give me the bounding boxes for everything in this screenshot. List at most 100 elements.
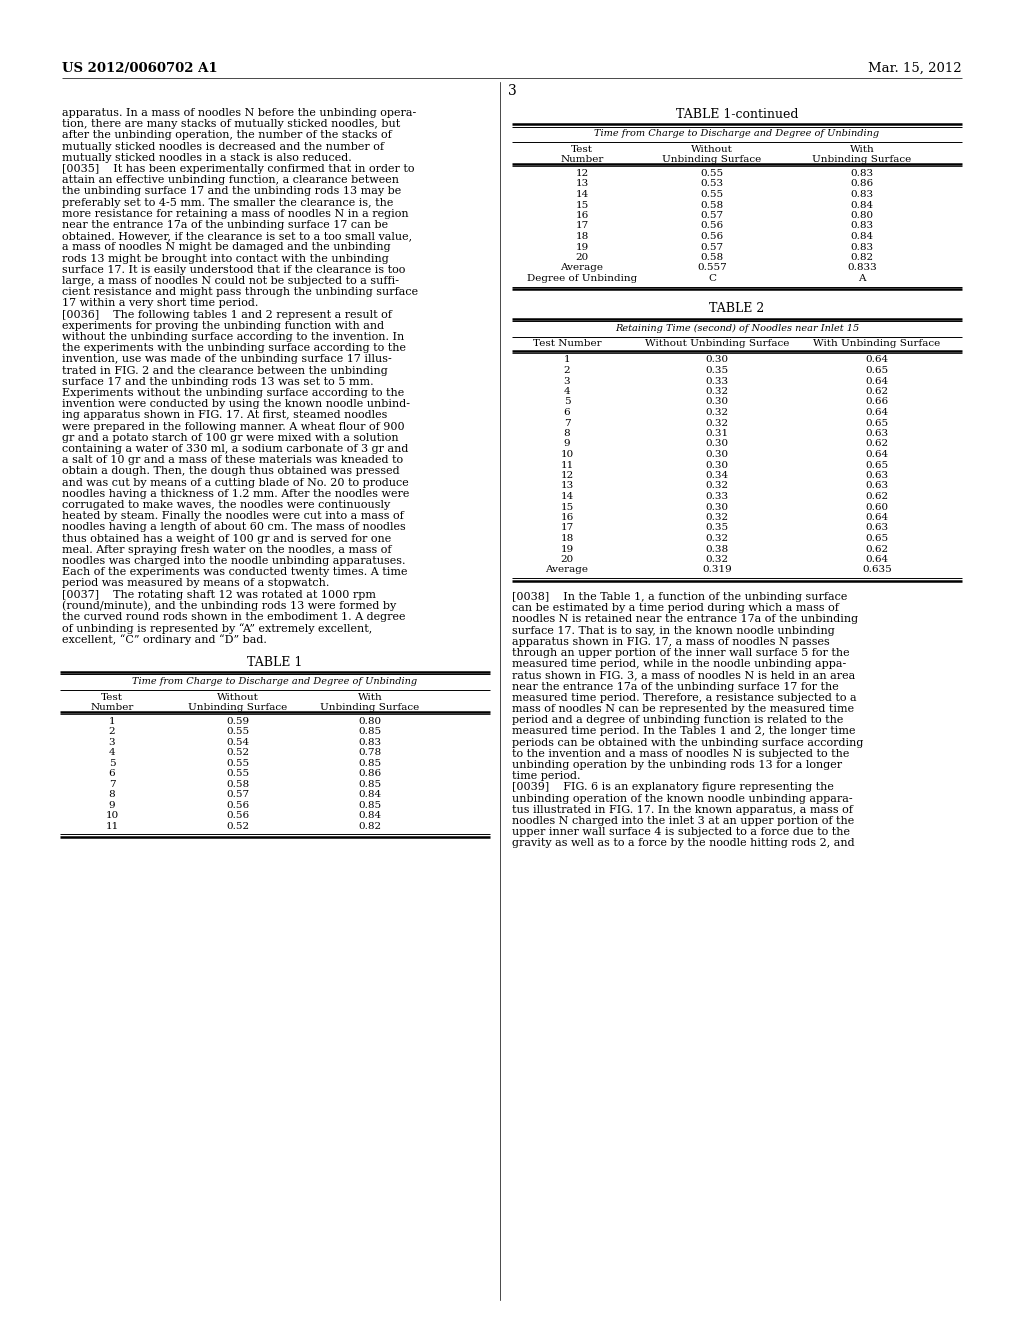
Text: 20: 20 (560, 554, 573, 564)
Text: 15: 15 (575, 201, 589, 210)
Text: 0.63: 0.63 (865, 482, 889, 491)
Text: 0.56: 0.56 (226, 810, 250, 820)
Text: 6: 6 (563, 408, 570, 417)
Text: 17 within a very short time period.: 17 within a very short time period. (62, 298, 258, 309)
Text: 0.32: 0.32 (706, 408, 728, 417)
Text: large, a mass of noodles N could not be subjected to a suffi-: large, a mass of noodles N could not be … (62, 276, 399, 286)
Text: 0.30: 0.30 (706, 450, 728, 459)
Text: 0.32: 0.32 (706, 482, 728, 491)
Text: noodles N charged into the inlet 3 at an upper portion of the: noodles N charged into the inlet 3 at an… (512, 816, 854, 826)
Text: unbinding operation of the known noodle unbinding appara-: unbinding operation of the known noodle … (512, 793, 853, 804)
Text: to the invention and a mass of noodles N is subjected to the: to the invention and a mass of noodles N… (512, 748, 849, 759)
Text: Average: Average (546, 565, 589, 574)
Text: invention, use was made of the unbinding surface 17 illus-: invention, use was made of the unbinding… (62, 354, 392, 364)
Text: thus obtained has a weight of 100 gr and is served for one: thus obtained has a weight of 100 gr and… (62, 533, 391, 544)
Text: 2: 2 (563, 366, 570, 375)
Text: 0.54: 0.54 (226, 738, 250, 747)
Text: 0.83: 0.83 (851, 190, 873, 199)
Text: 0.86: 0.86 (358, 770, 382, 777)
Text: noodles N is retained near the entrance 17a of the unbinding: noodles N is retained near the entrance … (512, 614, 858, 624)
Text: 12: 12 (575, 169, 589, 178)
Text: periods can be obtained with the unbinding surface according: periods can be obtained with the unbindi… (512, 738, 863, 747)
Text: 0.52: 0.52 (226, 821, 250, 830)
Text: C: C (708, 275, 716, 282)
Text: With
Unbinding Surface: With Unbinding Surface (321, 693, 420, 711)
Text: period and a degree of unbinding function is related to the: period and a degree of unbinding functio… (512, 715, 844, 725)
Text: the curved round rods shown in the embodiment 1. A degree: the curved round rods shown in the embod… (62, 612, 406, 622)
Text: 0.66: 0.66 (865, 397, 889, 407)
Text: (round/minute), and the unbinding rods 13 were formed by: (round/minute), and the unbinding rods 1… (62, 601, 396, 611)
Text: 0.33: 0.33 (706, 492, 728, 502)
Text: 0.57: 0.57 (226, 791, 250, 799)
Text: without the unbinding surface according to the invention. In: without the unbinding surface according … (62, 333, 404, 342)
Text: 0.63: 0.63 (865, 429, 889, 438)
Text: 3: 3 (109, 738, 116, 747)
Text: With
Unbinding Surface: With Unbinding Surface (812, 145, 911, 165)
Text: 0.83: 0.83 (851, 222, 873, 231)
Text: a mass of noodles N might be damaged and the unbinding: a mass of noodles N might be damaged and… (62, 243, 390, 252)
Text: 0.833: 0.833 (847, 264, 877, 272)
Text: heated by steam. Finally the noodles were cut into a mass of: heated by steam. Finally the noodles wer… (62, 511, 403, 521)
Text: 0.65: 0.65 (865, 418, 889, 428)
Text: 20: 20 (575, 253, 589, 261)
Text: 1: 1 (563, 355, 570, 364)
Text: 0.55: 0.55 (700, 169, 724, 178)
Text: 4: 4 (109, 748, 116, 758)
Text: noodles having a thickness of 1.2 mm. After the noodles were: noodles having a thickness of 1.2 mm. Af… (62, 488, 410, 499)
Text: 4: 4 (563, 387, 570, 396)
Text: 8: 8 (563, 429, 570, 438)
Text: 0.64: 0.64 (865, 355, 889, 364)
Text: 9: 9 (563, 440, 570, 449)
Text: 7: 7 (563, 418, 570, 428)
Text: 0.57: 0.57 (700, 243, 724, 252)
Text: 0.32: 0.32 (706, 554, 728, 564)
Text: upper inner wall surface 4 is subjected to a force due to the: upper inner wall surface 4 is subjected … (512, 828, 850, 837)
Text: unbinding operation by the unbinding rods 13 for a longer: unbinding operation by the unbinding rod… (512, 760, 842, 770)
Text: 0.32: 0.32 (706, 513, 728, 521)
Text: 0.83: 0.83 (851, 169, 873, 178)
Text: 3: 3 (508, 84, 516, 98)
Text: the experiments with the unbinding surface according to the: the experiments with the unbinding surfa… (62, 343, 406, 354)
Text: 17: 17 (575, 222, 589, 231)
Text: [0038]    In the Table 1, a function of the unbinding surface: [0038] In the Table 1, a function of the… (512, 591, 848, 602)
Text: [0037]    The rotating shaft 12 was rotated at 1000 rpm: [0037] The rotating shaft 12 was rotated… (62, 590, 376, 599)
Text: 0.78: 0.78 (358, 748, 382, 758)
Text: A: A (858, 275, 865, 282)
Text: Retaining Time (second) of Noodles near Inlet 15: Retaining Time (second) of Noodles near … (614, 323, 859, 333)
Text: 0.65: 0.65 (865, 366, 889, 375)
Text: [0039]    FIG. 6 is an explanatory figure representing the: [0039] FIG. 6 is an explanatory figure r… (512, 783, 834, 792)
Text: 0.82: 0.82 (358, 821, 382, 830)
Text: 16: 16 (575, 211, 589, 220)
Text: the unbinding surface 17 and the unbinding rods 13 may be: the unbinding surface 17 and the unbindi… (62, 186, 401, 197)
Text: 0.64: 0.64 (865, 450, 889, 459)
Text: 0.30: 0.30 (706, 355, 728, 364)
Text: 17: 17 (560, 524, 573, 532)
Text: mutually sticked noodles is decreased and the number of: mutually sticked noodles is decreased an… (62, 141, 384, 152)
Text: mass of noodles N can be represented by the measured time: mass of noodles N can be represented by … (512, 704, 854, 714)
Text: 11: 11 (105, 821, 119, 830)
Text: 0.30: 0.30 (706, 440, 728, 449)
Text: 8: 8 (109, 791, 116, 799)
Text: 0.82: 0.82 (851, 253, 873, 261)
Text: 18: 18 (560, 535, 573, 543)
Text: meal. After spraying fresh water on the noodles, a mass of: meal. After spraying fresh water on the … (62, 545, 391, 554)
Text: apparatus shown in FIG. 17, a mass of noodles N passes: apparatus shown in FIG. 17, a mass of no… (512, 636, 829, 647)
Text: US 2012/0060702 A1: US 2012/0060702 A1 (62, 62, 218, 75)
Text: 0.85: 0.85 (358, 727, 382, 737)
Text: surface 17. That is to say, in the known noodle unbinding: surface 17. That is to say, in the known… (512, 626, 835, 636)
Text: 2: 2 (109, 727, 116, 737)
Text: 0.32: 0.32 (706, 418, 728, 428)
Text: 12: 12 (560, 471, 573, 480)
Text: [0036]    The following tables 1 and 2 represent a result of: [0036] The following tables 1 and 2 repr… (62, 310, 392, 319)
Text: 0.31: 0.31 (706, 429, 728, 438)
Text: 0.80: 0.80 (358, 717, 382, 726)
Text: experiments for proving the unbinding function with and: experiments for proving the unbinding fu… (62, 321, 384, 331)
Text: measured time period. Therefore, a resistance subjected to a: measured time period. Therefore, a resis… (512, 693, 857, 702)
Text: 9: 9 (109, 801, 116, 809)
Text: TABLE 2: TABLE 2 (710, 302, 765, 315)
Text: near the entrance 17a of the unbinding surface 17 for the: near the entrance 17a of the unbinding s… (512, 681, 839, 692)
Text: 0.58: 0.58 (700, 253, 724, 261)
Text: obtain a dough. Then, the dough thus obtained was pressed: obtain a dough. Then, the dough thus obt… (62, 466, 399, 477)
Text: Time from Charge to Discharge and Degree of Unbinding: Time from Charge to Discharge and Degree… (595, 129, 880, 139)
Text: 0.62: 0.62 (865, 440, 889, 449)
